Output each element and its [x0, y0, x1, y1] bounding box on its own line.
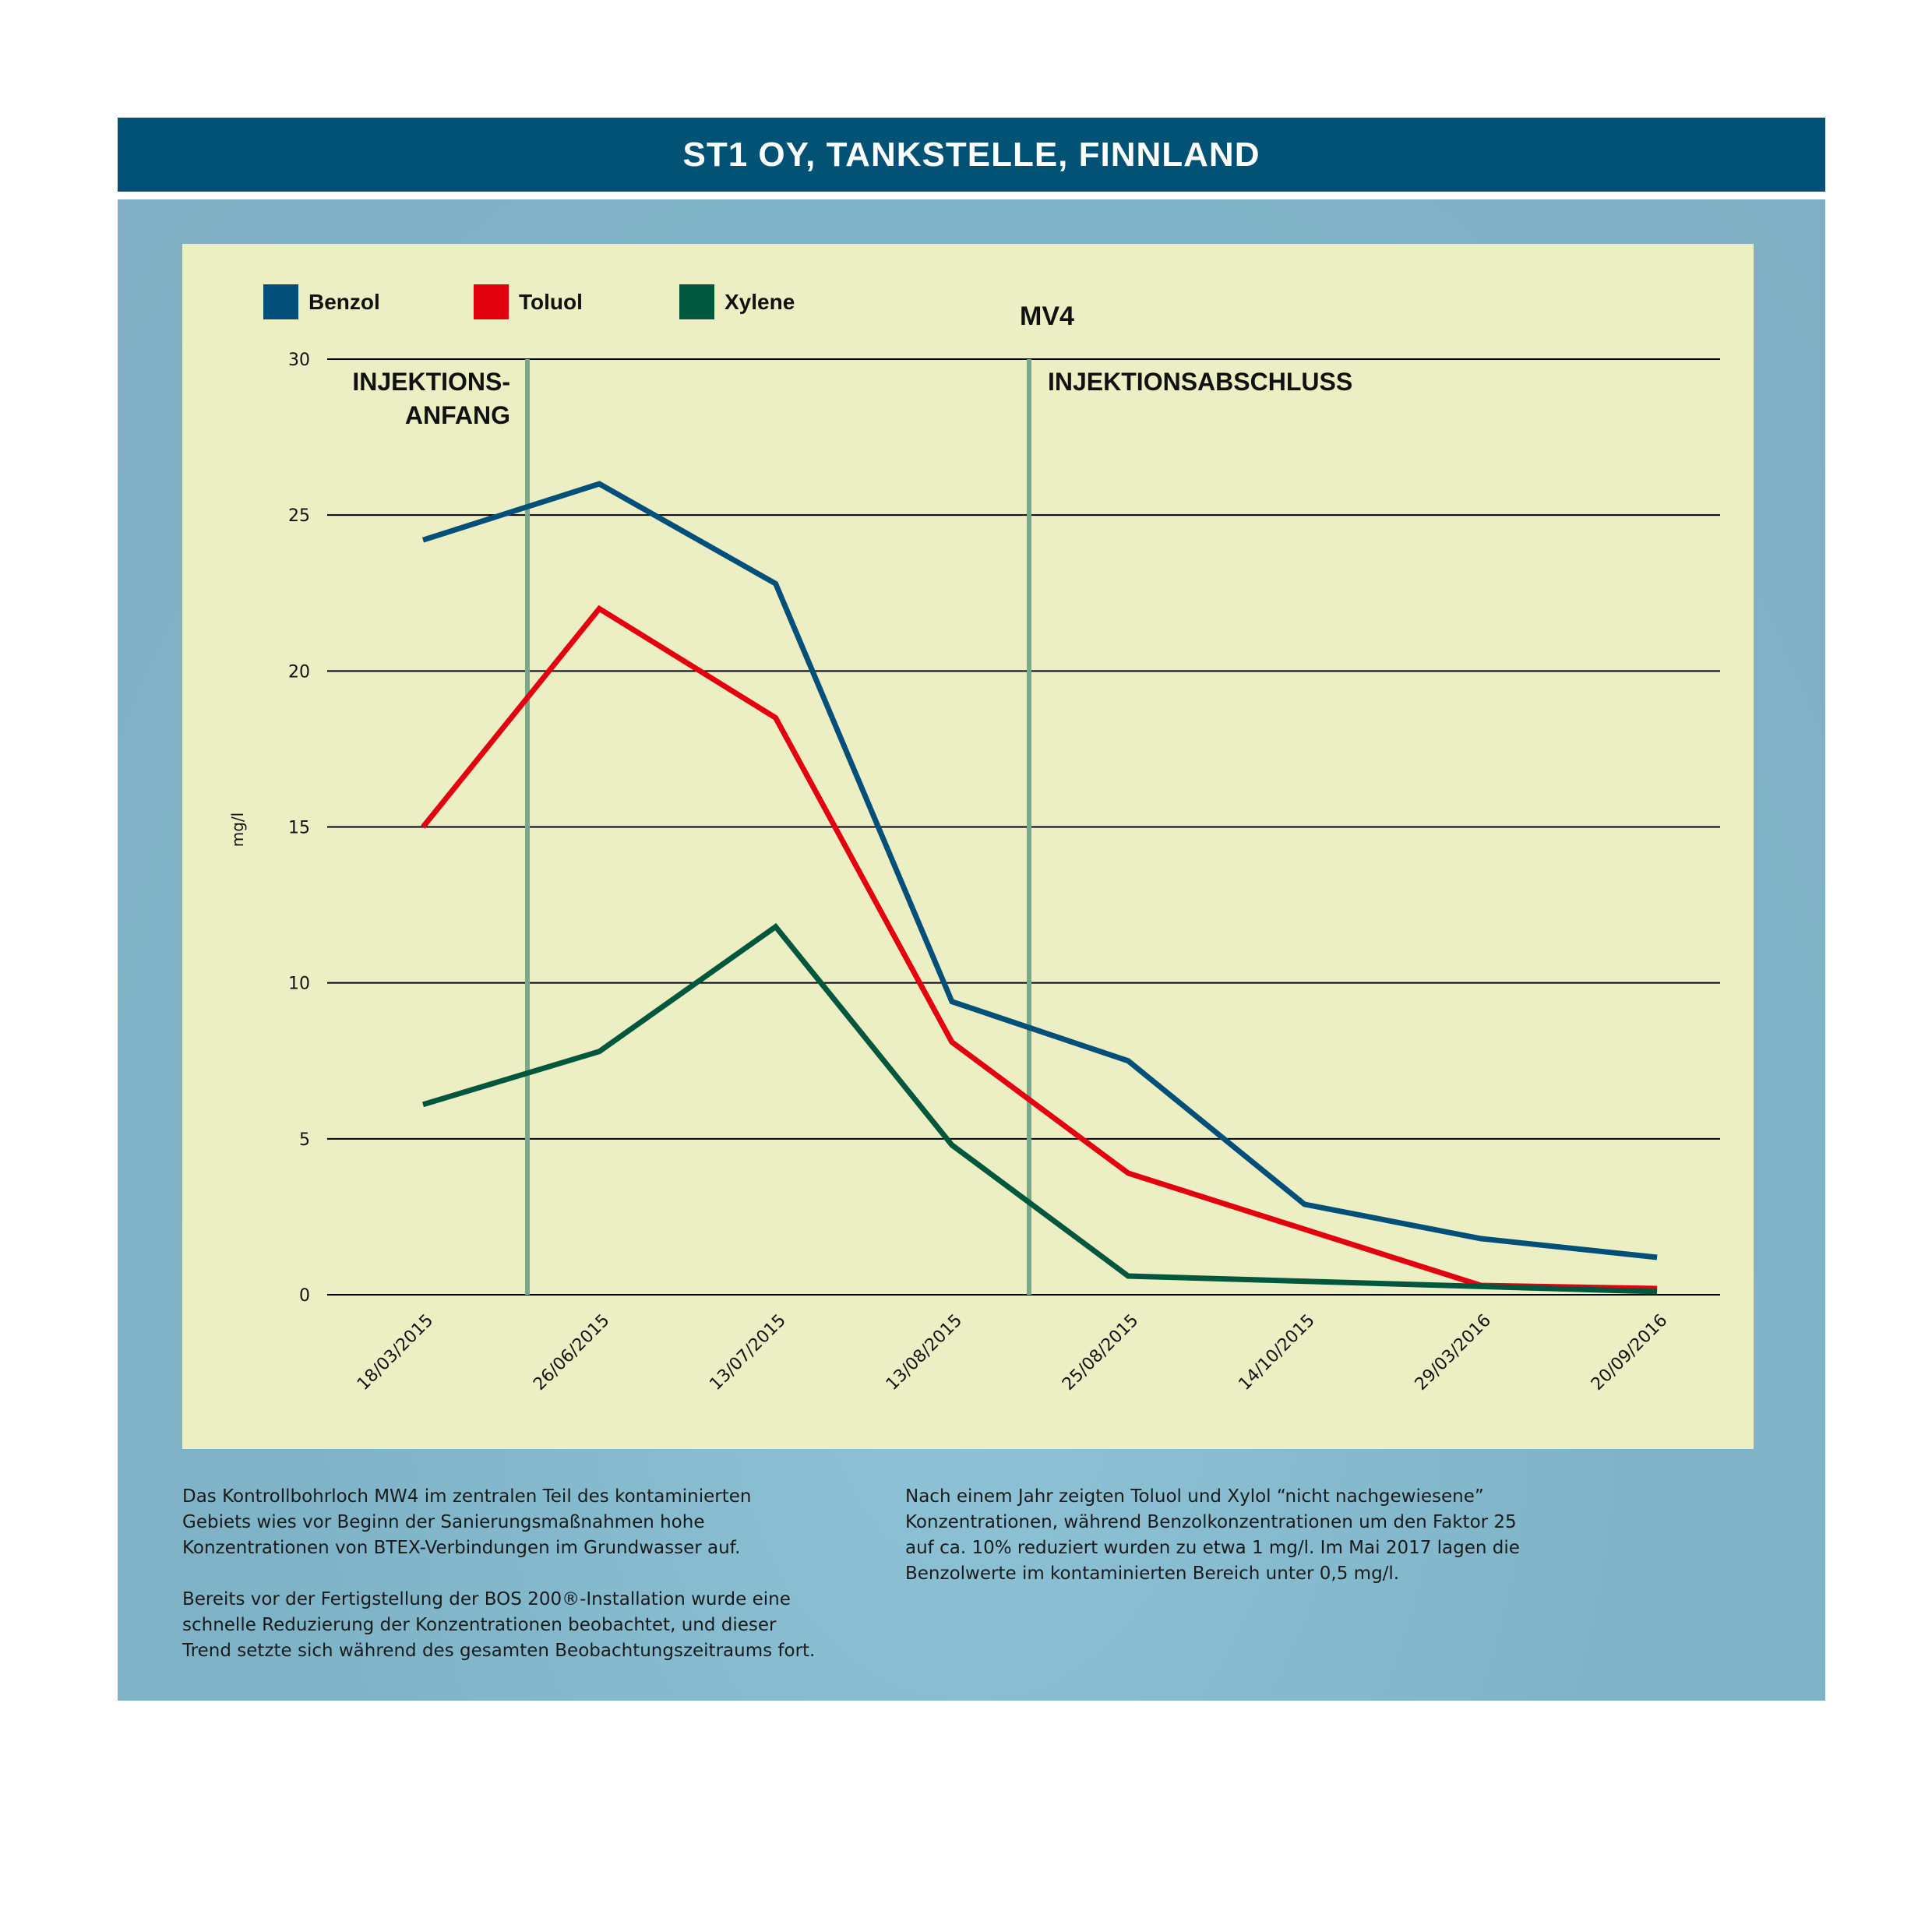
x-tick-label: 29/03/2016	[1412, 1311, 1495, 1394]
description-right: Nach einem Jahr zeigten Toluol und Xylol…	[905, 1484, 1591, 1613]
series-line	[421, 922, 1658, 1295]
y-tick-label: 25	[288, 506, 310, 526]
y-tick-label: 15	[288, 819, 310, 838]
legend-label: Benzol	[308, 290, 380, 314]
y-tick-label: 5	[299, 1130, 310, 1150]
annotation-label: INJEKTIONS-	[352, 368, 510, 396]
description-paragraph: Bereits vor der Fertigstellung der BOS 2…	[182, 1589, 816, 1661]
legend-swatch	[474, 284, 509, 319]
legend-swatch	[679, 284, 714, 319]
y-tick-label: 0	[299, 1286, 310, 1306]
chart-header: ST1 OY, TANKSTELLE, FINNLAND	[118, 118, 1825, 192]
x-tick-label: 18/03/2015	[354, 1311, 437, 1394]
x-tick-label: 20/09/2016	[1588, 1311, 1671, 1394]
x-tick-label: 13/08/2015	[883, 1311, 966, 1394]
description-left: Das Kontrollbohrloch MW4 im zentralen Te…	[182, 1484, 868, 1690]
series-line	[421, 605, 1658, 1292]
legend-swatch	[263, 284, 298, 319]
x-tick-label: 26/06/2015	[530, 1311, 613, 1394]
x-tick-label: 14/10/2015	[1235, 1311, 1318, 1394]
y-tick-label: 30	[288, 351, 310, 370]
series-line	[421, 481, 1658, 1260]
legend-label: Xylene	[724, 290, 795, 314]
x-tick-label: 13/07/2015	[706, 1311, 789, 1394]
chart-title: MV4	[1020, 301, 1074, 331]
annotation-label: ANFANG	[405, 401, 510, 429]
description-paragraph: Nach einem Jahr zeigten Toluol und Xylol…	[905, 1486, 1520, 1584]
chart-panel: Benzol Toluol Xylene MV4 0 5 10 15 20 25 30 mg/l INJ…	[182, 244, 1754, 1449]
y-axis-label: mg/l	[228, 813, 247, 847]
line-chart: Benzol Toluol Xylene MV4 0 5 10 15 20 25 30 mg/l INJ…	[228, 284, 1720, 1394]
y-tick-label: 20	[288, 662, 310, 682]
annotation-label: INJEKTIONSABSCHLUSS	[1048, 368, 1352, 396]
x-tick-label: 25/08/2015	[1059, 1311, 1142, 1394]
description-paragraph: Das Kontrollbohrloch MW4 im zentralen Te…	[182, 1486, 752, 1558]
legend-label: Toluol	[519, 290, 583, 314]
header-title: ST1 OY, TANKSTELLE, FINNLAND	[682, 135, 1260, 174]
y-tick-label: 10	[288, 975, 310, 994]
